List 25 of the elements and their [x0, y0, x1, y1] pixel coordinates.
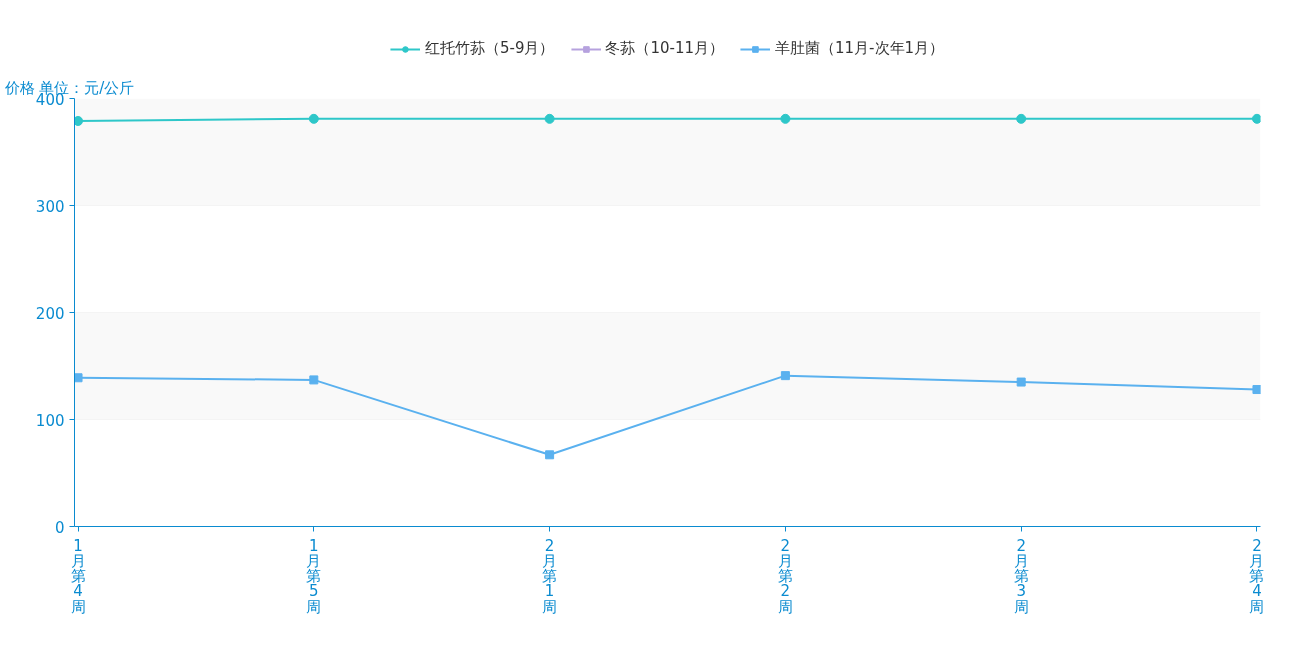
point	[74, 373, 83, 383]
y-tick-label: 100	[35, 411, 65, 430]
point	[1252, 385, 1261, 395]
point	[545, 450, 555, 460]
x-tick-label: 2月第3周	[1013, 536, 1029, 616]
legend-label: 红托竹荪（5-9月）	[424, 39, 555, 58]
x-tick-label: 1月第5周	[306, 536, 322, 616]
point	[309, 375, 319, 385]
point	[1016, 113, 1027, 124]
y-tick-label: 200	[35, 304, 65, 323]
point	[780, 113, 791, 124]
x-tick-label: 2月第1周	[542, 536, 558, 616]
point	[308, 113, 319, 124]
point	[1016, 377, 1026, 387]
legend-label: 冬荪（10-11月）	[605, 39, 725, 58]
x-tick-label: 2月第4周	[1249, 536, 1265, 616]
x-tick-label: 2月第2周	[777, 536, 793, 616]
legend-label: 羊肚菌（11月-次年1月）	[775, 39, 945, 58]
point	[74, 115, 84, 126]
point	[1251, 113, 1261, 124]
y-tick-label: 300	[35, 197, 65, 216]
x-tick-label: 1月第4周	[70, 536, 86, 616]
y-tick-label: 0	[54, 518, 65, 537]
point	[780, 371, 790, 381]
point	[544, 113, 555, 124]
